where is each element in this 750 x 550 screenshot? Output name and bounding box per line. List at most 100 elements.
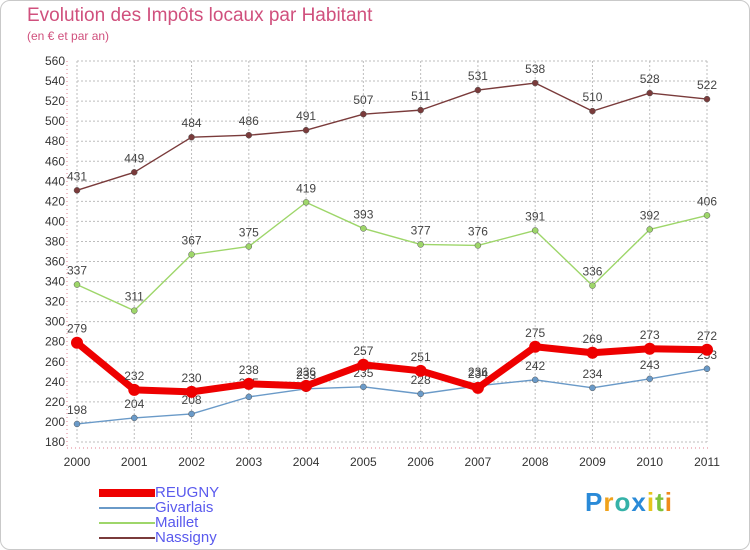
- data-point-nassigny: [302, 126, 310, 134]
- data-point-reugny: [300, 379, 313, 392]
- data-point-maillet: [188, 251, 195, 258]
- y-tick-label: 400: [45, 214, 65, 228]
- data-point-givarlais: [245, 393, 253, 401]
- x-tick-label: 2007: [465, 455, 492, 469]
- data-label-reugny: 257: [353, 344, 373, 358]
- data-label-maillet: 392: [640, 208, 660, 222]
- data-label-maillet: 419: [296, 181, 316, 195]
- x-tick-label: 2008: [522, 455, 549, 469]
- data-label-maillet: 391: [525, 209, 545, 223]
- data-label-givarlais: 236: [468, 365, 488, 379]
- x-tick-label: 2006: [407, 455, 434, 469]
- x-tick-label: 2004: [293, 455, 320, 469]
- data-point-reugny: [71, 336, 83, 349]
- data-label-givarlais: 228: [411, 373, 431, 387]
- data-label-maillet: 336: [582, 265, 602, 279]
- data-label-reugny: 238: [239, 363, 259, 377]
- data-point-reugny: [185, 385, 198, 398]
- y-tick-label: 360: [45, 255, 65, 269]
- chart-title: Evolution des Impôts locaux par Habitant: [27, 5, 373, 26]
- y-tick-label: 280: [45, 335, 65, 349]
- data-point-nassigny: [73, 187, 81, 194]
- x-tick-label: 2005: [350, 455, 377, 469]
- y-tick-label: 560: [45, 54, 65, 68]
- data-point-givarlais: [417, 390, 424, 398]
- data-point-reugny: [414, 364, 427, 377]
- series-line-nassigny: [76, 82, 708, 192]
- data-point-reugny: [128, 383, 141, 396]
- y-tick-label: 240: [45, 375, 65, 389]
- y-tick-label: 320: [45, 295, 65, 309]
- data-label-nassigny: 486: [239, 114, 259, 128]
- legend-label: REUGNY: [155, 484, 220, 501]
- data-point-maillet: [245, 243, 253, 250]
- data-label-givarlais: 204: [124, 397, 144, 411]
- logo-letter: t: [655, 487, 665, 517]
- data-point-givarlais: [531, 376, 539, 384]
- x-tick-label: 2011: [694, 455, 720, 469]
- logo-letter: i: [664, 487, 673, 517]
- data-label-reugny: 269: [582, 332, 602, 346]
- data-label-maillet: 406: [697, 194, 717, 208]
- x-tick-label: 2010: [636, 455, 663, 469]
- y-tick-label: 260: [45, 355, 65, 369]
- data-point-nassigny: [646, 89, 653, 97]
- data-label-givarlais: 243: [640, 358, 660, 372]
- data-point-nassigny: [245, 131, 253, 139]
- y-tick-label: 520: [45, 94, 65, 108]
- series-line-givarlais: [76, 368, 708, 425]
- x-tick-label: 2003: [235, 455, 262, 469]
- logo-letter: P: [585, 487, 604, 517]
- data-label-maillet: 337: [67, 264, 87, 278]
- logo-letter: o: [614, 487, 632, 517]
- data-label-maillet: 377: [411, 223, 431, 237]
- x-tick-label: 2009: [579, 455, 606, 469]
- legend-swatch: [99, 522, 155, 524]
- data-point-reugny: [701, 343, 713, 356]
- data-point-nassigny: [703, 95, 711, 103]
- y-tick-label: 420: [45, 194, 65, 208]
- legend-swatch: [99, 489, 155, 497]
- data-point-givarlais: [188, 410, 195, 418]
- data-label-nassigny: 510: [582, 90, 602, 104]
- data-point-maillet: [131, 307, 138, 314]
- data-label-givarlais: 242: [525, 359, 545, 373]
- data-label-nassigny: 522: [697, 78, 717, 92]
- data-point-nassigny: [417, 106, 424, 114]
- legend-swatch: [99, 537, 155, 539]
- data-point-nassigny: [188, 133, 195, 141]
- data-label-reugny: 251: [411, 350, 431, 364]
- data-label-reugny: 273: [640, 328, 660, 342]
- data-point-reugny: [586, 346, 599, 359]
- y-tick-label: 200: [45, 415, 65, 429]
- data-point-reugny: [357, 358, 370, 371]
- data-point-givarlais: [131, 414, 138, 422]
- y-tick-label: 480: [45, 134, 65, 148]
- data-label-nassigny: 538: [525, 62, 545, 76]
- data-point-nassigny: [531, 79, 539, 87]
- y-tick-label: 300: [45, 315, 65, 329]
- y-tick-label: 460: [45, 154, 65, 168]
- data-label-nassigny: 511: [411, 89, 430, 103]
- data-label-maillet: 376: [468, 224, 488, 238]
- data-point-givarlais: [73, 420, 81, 428]
- data-point-maillet: [360, 225, 367, 232]
- data-point-maillet: [73, 281, 81, 288]
- y-tick-label: 500: [45, 114, 65, 128]
- data-point-reugny: [643, 342, 656, 355]
- proxiti-logo: Proxiti: [585, 487, 673, 518]
- x-tick-label: 2000: [64, 455, 91, 469]
- data-point-maillet: [589, 282, 596, 289]
- data-point-maillet: [703, 212, 711, 219]
- data-point-maillet: [646, 226, 653, 233]
- y-tick-label: 440: [45, 174, 65, 188]
- data-point-givarlais: [646, 375, 653, 383]
- logo-letter: x: [631, 487, 647, 517]
- legend-label: Nassigny: [155, 529, 217, 546]
- data-point-reugny: [471, 381, 484, 394]
- data-label-givarlais: 198: [67, 403, 87, 417]
- y-tick-label: 340: [45, 275, 65, 289]
- y-tick-label: 380: [45, 234, 65, 248]
